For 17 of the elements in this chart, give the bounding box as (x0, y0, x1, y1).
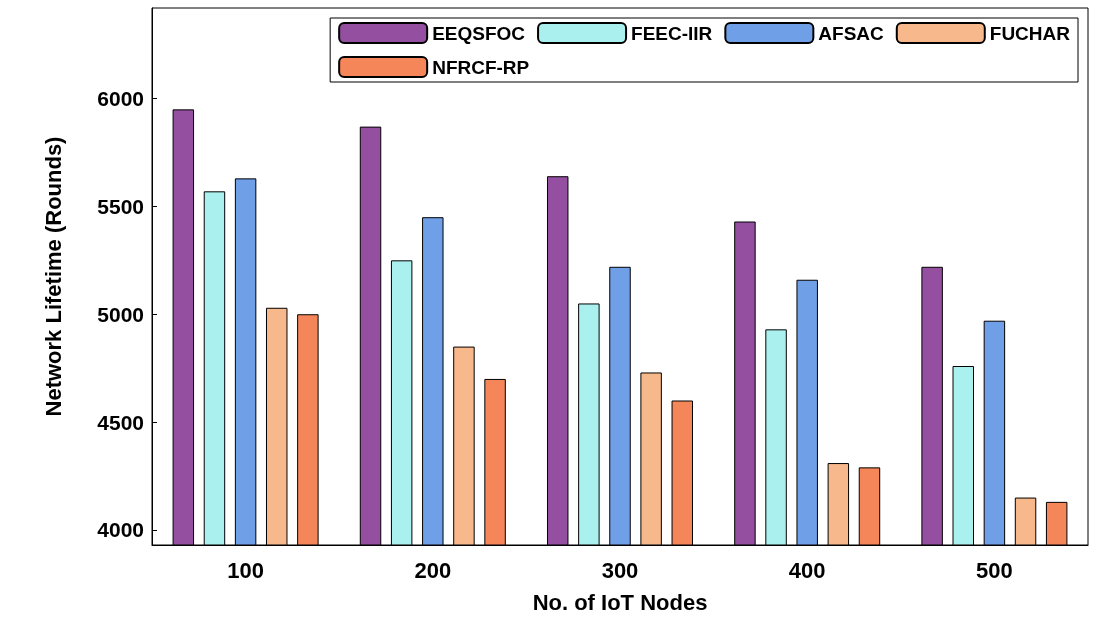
y-tick-label: 4000 (97, 518, 144, 542)
x-tick-label: 200 (414, 557, 452, 583)
x-tick-label: 300 (601, 557, 639, 583)
legend-label: EEQSFOC (432, 22, 526, 44)
y-tick-label: 6000 (97, 87, 144, 111)
legend-label: NFRCF-RP (432, 56, 530, 78)
y-tick-label: 5500 (97, 194, 144, 218)
legend-label: FEEC-IIR (631, 22, 713, 44)
x-tick-label: 400 (788, 557, 826, 583)
y-tick-label: 5000 (97, 302, 144, 326)
legend-label: FUCHAR (989, 22, 1071, 44)
x-axis-title: No. of IoT Nodes (532, 589, 708, 615)
x-tick-label: 500 (976, 557, 1013, 583)
y-axis-title: Network Lifetime (Rounds) (40, 136, 66, 417)
x-tick-label: 100 (227, 557, 264, 583)
y-tick-label: 4500 (97, 410, 144, 434)
legend-label: AFSAC (818, 22, 885, 44)
